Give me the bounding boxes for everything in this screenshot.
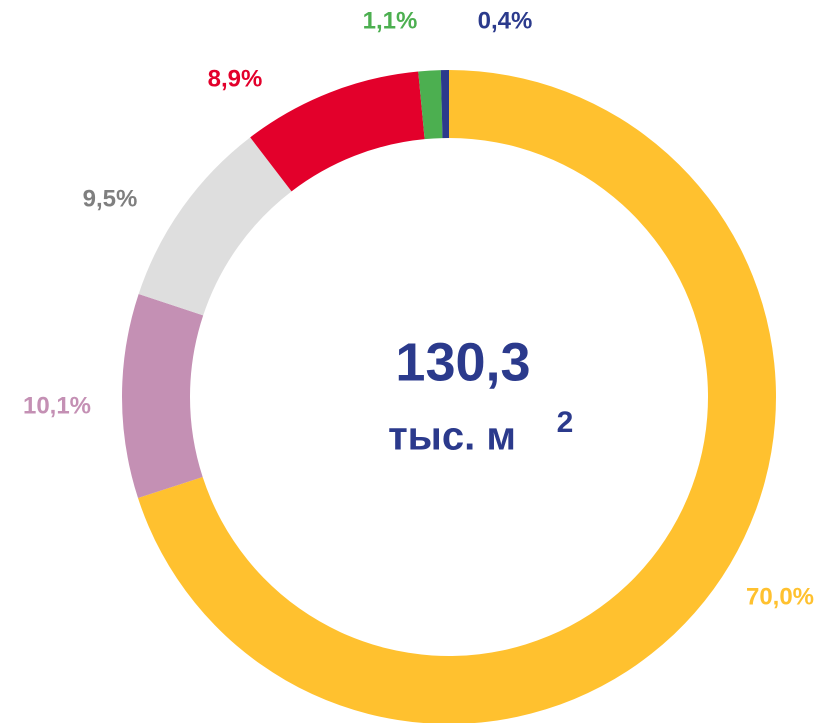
data-label: 8,9%: [208, 65, 263, 92]
data-label: 9,5%: [83, 185, 138, 212]
donut-segment: [138, 137, 292, 316]
data-label: 70,0%: [746, 583, 814, 610]
data-label: 10,1%: [23, 392, 91, 419]
donut-segment: [440, 70, 449, 139]
donut-segment: [418, 70, 443, 140]
donut-segment: [121, 293, 204, 499]
center-value: 130,3: [395, 332, 530, 392]
data-label: 1,1%: [363, 7, 418, 34]
center-unit: тыс. м: [388, 415, 516, 459]
center-unit-sup: 2: [557, 406, 574, 439]
donut-segment: [250, 71, 425, 192]
data-label: 0,4%: [478, 7, 533, 34]
